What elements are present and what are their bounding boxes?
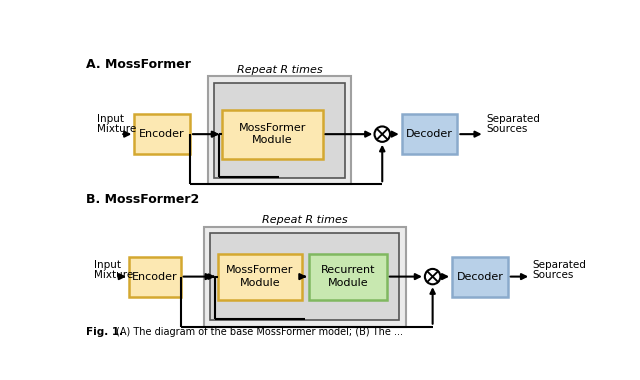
Text: Sources: Sources — [486, 124, 527, 134]
Text: Separated: Separated — [486, 114, 540, 124]
Text: Decoder: Decoder — [456, 272, 503, 282]
Bar — [218, 253, 301, 300]
Bar — [129, 256, 180, 297]
Text: B. MossFormer2: B. MossFormer2 — [86, 193, 200, 206]
Text: Decoder: Decoder — [406, 129, 453, 139]
Text: Encoder: Encoder — [140, 129, 185, 139]
Text: A. MossFormer: A. MossFormer — [86, 58, 191, 71]
Text: Repeat R times: Repeat R times — [237, 65, 323, 75]
Text: Separated: Separated — [532, 260, 586, 270]
Bar — [210, 233, 399, 320]
Bar — [214, 82, 345, 178]
Text: Module: Module — [252, 135, 292, 145]
Text: Sources: Sources — [532, 270, 574, 280]
Text: (A) The diagram of the base MossFormer model; (B) The ...: (A) The diagram of the base MossFormer m… — [116, 327, 403, 337]
Text: Input: Input — [94, 260, 121, 270]
Bar — [452, 256, 508, 297]
Text: Recurrent: Recurrent — [321, 266, 376, 276]
Bar — [208, 76, 351, 184]
Text: MossFormer: MossFormer — [226, 266, 294, 276]
Text: Module: Module — [328, 278, 369, 288]
Bar — [309, 253, 387, 300]
Text: Encoder: Encoder — [132, 272, 178, 282]
Bar — [402, 114, 458, 154]
Bar — [134, 114, 190, 154]
Text: MossFormer: MossFormer — [239, 123, 306, 133]
Text: Input: Input — [97, 114, 124, 124]
Bar — [204, 226, 406, 327]
Bar — [222, 109, 323, 159]
Text: Mixture: Mixture — [97, 124, 136, 134]
Text: Fig. 1.: Fig. 1. — [86, 327, 124, 337]
Text: Mixture: Mixture — [94, 270, 133, 280]
Text: Repeat R times: Repeat R times — [262, 215, 348, 225]
Text: Module: Module — [239, 278, 280, 288]
